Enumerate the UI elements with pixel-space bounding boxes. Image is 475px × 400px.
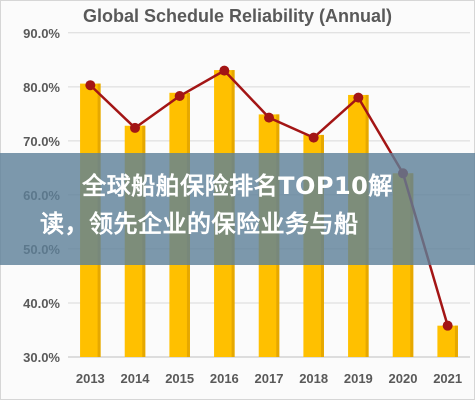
chart-title: Global Schedule Reliability (Annual) — [82, 6, 393, 26]
y-tick-label: 90.0% — [23, 26, 60, 41]
bar-shade — [454, 325, 458, 357]
x-tick-label: 2020 — [389, 371, 418, 386]
bar-shade — [410, 173, 414, 357]
bar — [437, 325, 458, 357]
line-point — [85, 80, 96, 91]
line-point — [264, 112, 274, 123]
y-tick-label: 40.0% — [23, 296, 60, 311]
line-point — [219, 65, 230, 76]
line-point — [353, 92, 364, 103]
y-tick-label: 80.0% — [23, 80, 60, 95]
y-tick-label: 70.0% — [23, 134, 60, 149]
line-point — [442, 320, 453, 331]
line-point — [174, 91, 185, 102]
x-tick-label: 2019 — [344, 371, 373, 386]
line-point — [308, 132, 319, 143]
x-tick-label: 2014 — [121, 371, 151, 386]
overlay-headline-line-1: 全球船舶保险排名TOP10解 — [82, 172, 393, 200]
x-tick-label: 2015 — [165, 371, 194, 386]
overlay-headline-line-2: 读，领先企业的保险业务与船 — [40, 210, 359, 238]
x-tick-label: 2018 — [299, 371, 328, 386]
line-point — [130, 122, 140, 133]
y-tick-label: 30.0% — [23, 350, 60, 365]
x-tick-label: 2013 — [76, 371, 105, 386]
x-tick-label: 2021 — [433, 371, 462, 386]
x-tick-label: 2017 — [255, 371, 284, 386]
x-tick-label: 2016 — [210, 371, 239, 386]
text-overlay-band — [0, 153, 475, 265]
